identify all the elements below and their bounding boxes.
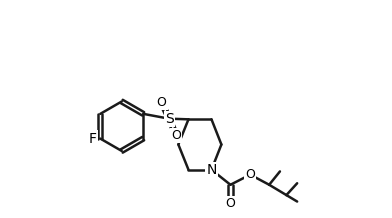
Text: F: F [89,132,97,146]
Text: O: O [225,197,235,210]
Text: O: O [171,129,181,142]
Text: S: S [165,112,174,126]
Text: O: O [157,96,167,109]
Text: N: N [206,163,217,177]
Text: O: O [245,168,255,181]
